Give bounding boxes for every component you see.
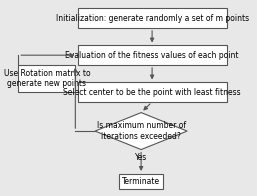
Text: Initialization: generate randomly a set of m points: Initialization: generate randomly a set … (56, 14, 249, 23)
Text: Select center to be the point with least fitness: Select center to be the point with least… (63, 88, 241, 97)
Bar (119, 174, 163, 190)
Text: Terminate: Terminate (122, 177, 160, 186)
Bar (78, 45, 227, 65)
Text: Use Rotation matrix to
generate new points: Use Rotation matrix to generate new poin… (4, 69, 90, 88)
Text: Is maximum number of
iterations exceeded?: Is maximum number of iterations exceeded… (97, 121, 186, 141)
Polygon shape (95, 113, 187, 150)
Bar (78, 83, 227, 102)
Text: Evaluation of the fitness values of each point: Evaluation of the fitness values of each… (65, 51, 239, 60)
Text: Yes: Yes (135, 153, 147, 162)
Bar (18, 65, 75, 92)
Bar (78, 8, 227, 28)
